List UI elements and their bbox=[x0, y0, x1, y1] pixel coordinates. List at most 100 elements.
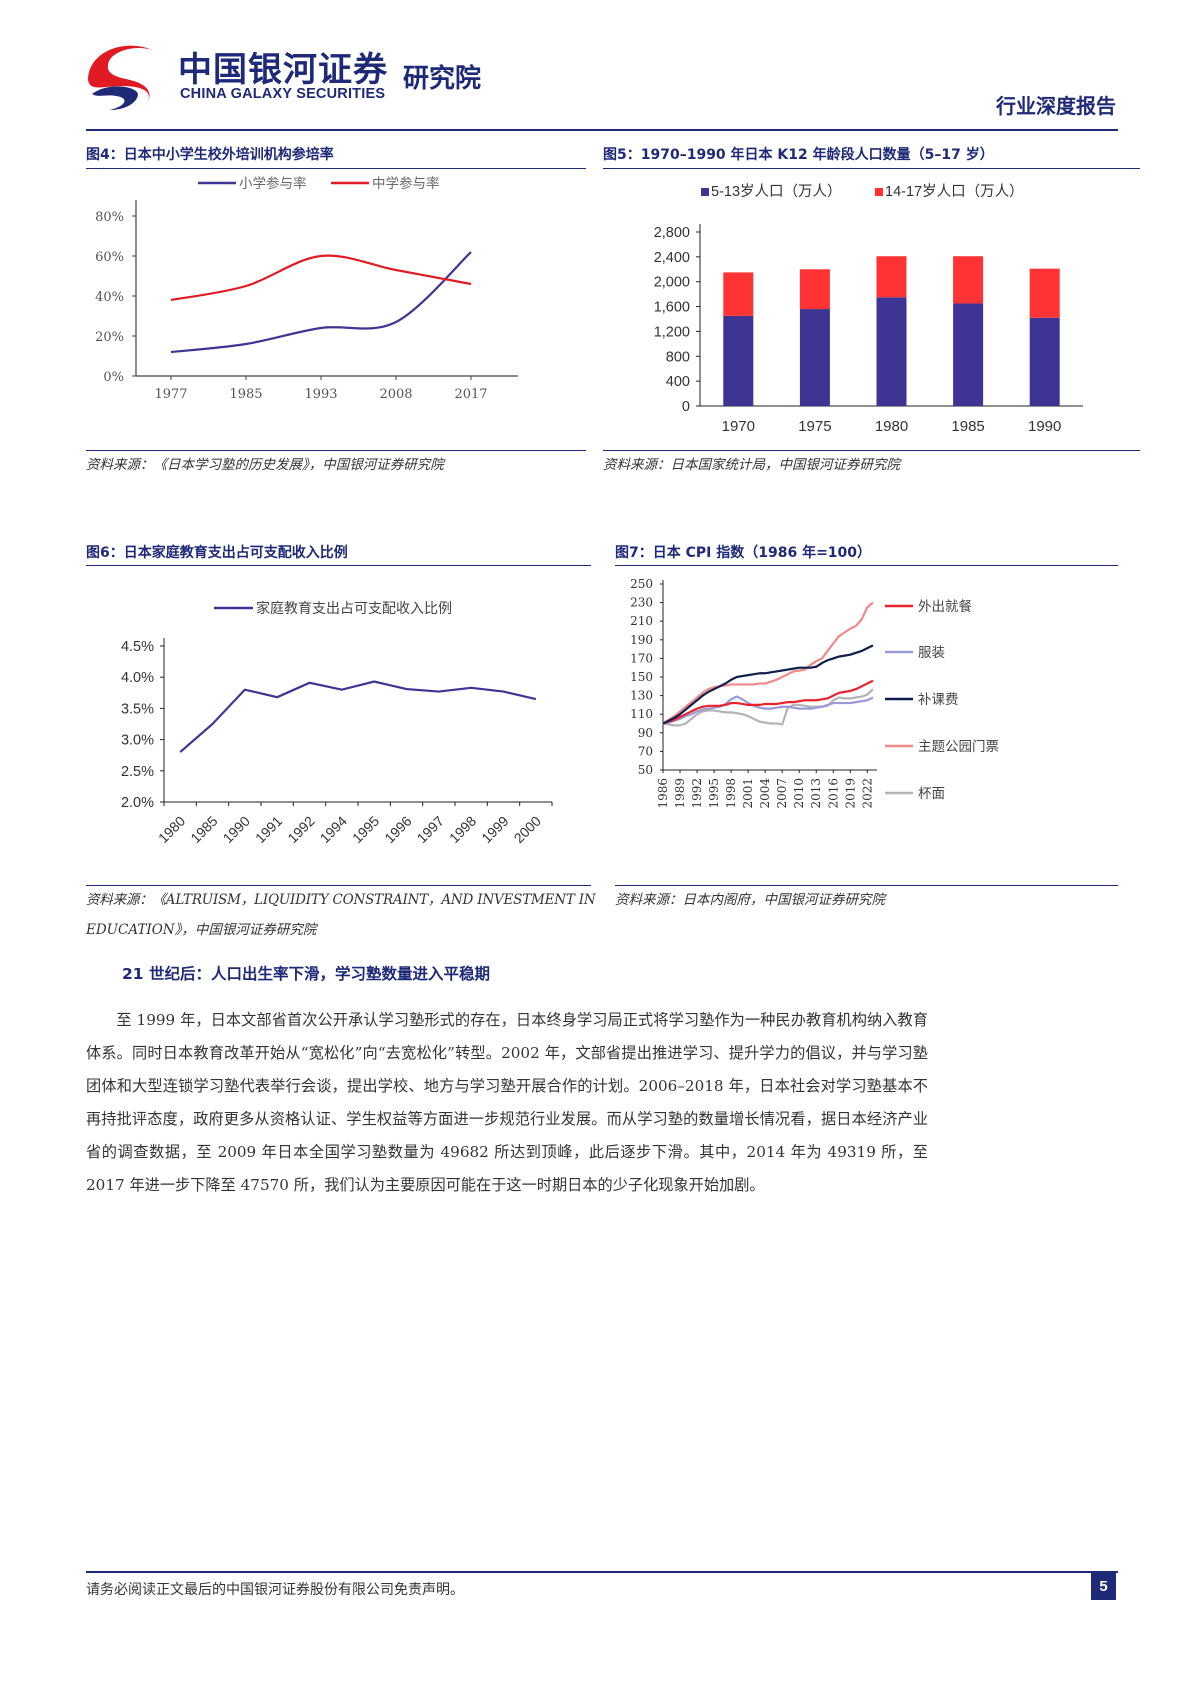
fig7-legend-label: 外出就餐 bbox=[918, 599, 972, 614]
fig7-series-line bbox=[662, 695, 874, 725]
header-rule bbox=[86, 129, 1118, 131]
fig7-legend-label: 服装 bbox=[918, 645, 945, 660]
fig5-legend-swatch bbox=[875, 188, 883, 196]
fig4-series-line bbox=[170, 251, 472, 354]
fig5-bar-segment bbox=[723, 272, 754, 316]
footer-rule bbox=[86, 1571, 1118, 1573]
fig4-x-tick-label: 2008 bbox=[379, 387, 412, 402]
fig4-y-tick-label: 40% bbox=[95, 290, 124, 305]
fig7-x-tick-label: 2001 bbox=[741, 778, 755, 809]
fig6-x-tick-label: 1996 bbox=[381, 813, 414, 846]
fig7-legend-label: 主题公园门票 bbox=[918, 739, 999, 754]
fig5-bar-segment bbox=[876, 297, 907, 406]
fig5-title-rule bbox=[603, 168, 1140, 169]
fig6-bottom-rule bbox=[86, 885, 591, 886]
fig5-y-tick-label: 2,400 bbox=[654, 250, 690, 266]
fig6-title: 图6：日本家庭教育支出占可支配收入比例 bbox=[86, 545, 348, 561]
fig6-chart: 家庭教育支出占可支配收入比例 2.0% 2.5% 3.0% 3.5% 4.0% 4.5% 1… bbox=[121, 600, 553, 846]
fig4-x-tick-label: 1993 bbox=[304, 387, 337, 402]
fig7-title-rule bbox=[615, 565, 1118, 566]
fig7-x-tick-label: 1989 bbox=[673, 778, 687, 809]
fig4-legend-label: 中学参与率 bbox=[372, 176, 440, 191]
fig6-x-tick-label: 1992 bbox=[284, 813, 317, 846]
fig7-y-tick-label: 250 bbox=[630, 577, 653, 591]
fig6-y-tick-label: 2.5% bbox=[121, 764, 154, 780]
fig7-legend-label: 杯面 bbox=[918, 786, 945, 801]
fig5-y-tick-label: 1,600 bbox=[654, 300, 690, 316]
section-paragraph: 至 1999 年，日本文部省首次公开承认学习塾形式的存在，日本终身学习局正式将学… bbox=[86, 1011, 928, 1194]
logo bbox=[82, 36, 164, 112]
fig5-title: 图5：1970–1990 年日本 K12 年龄段人口数量（5–17 岁） bbox=[603, 147, 994, 163]
fig4-legend-label: 小学参与率 bbox=[239, 176, 307, 191]
fig6-y-tick-label: 4.5% bbox=[121, 639, 154, 655]
fig7-series-line bbox=[662, 601, 874, 725]
fig5-y-tick-label: 800 bbox=[666, 349, 690, 365]
fig4-title: 图4：日本中小学生校外培训机构参培率 bbox=[86, 147, 334, 163]
fig7-y-tick-label: 90 bbox=[638, 726, 653, 740]
fig7-bottom-rule bbox=[615, 885, 1118, 886]
fig7-y-tick-label: 110 bbox=[630, 707, 653, 721]
fig5-x-tick-label: 1975 bbox=[798, 418, 831, 435]
fig7-x-tick-label: 2004 bbox=[758, 778, 772, 809]
fig7-x-tick-label: 2022 bbox=[860, 778, 874, 809]
fig5-bar-segment bbox=[1029, 317, 1060, 406]
fig6-y-tick-label: 2.0% bbox=[121, 795, 154, 811]
fig7-series-line bbox=[662, 688, 874, 727]
fig6-x-tick-label: 1997 bbox=[414, 813, 447, 846]
fig7-series-line bbox=[662, 679, 874, 725]
fig7-series-line bbox=[662, 644, 874, 725]
fig7-y-tick-label: 230 bbox=[630, 596, 653, 610]
fig7-title: 图7：日本 CPI 指数（1986 年=100） bbox=[615, 545, 872, 561]
institute-name: 研究院 bbox=[403, 64, 482, 94]
fig7-y-tick-label: 190 bbox=[630, 633, 653, 647]
fig6-y-tick-label: 4.0% bbox=[121, 670, 154, 686]
report-type: 行业深度报告 bbox=[996, 94, 1116, 118]
fig5-x-tick-label: 1990 bbox=[1028, 418, 1061, 435]
brand-name-cn: 中国银河证券 bbox=[178, 50, 388, 90]
fig6-legend-label: 家庭教育支出占可支配收入比例 bbox=[256, 600, 452, 616]
fig5-x-tick-label: 1985 bbox=[951, 418, 984, 435]
fig6-x-tick-label: 1991 bbox=[252, 813, 285, 846]
fig6-x-tick-label: 2000 bbox=[511, 813, 544, 846]
fig5-legend-label: 14-17岁人口（万人） bbox=[885, 183, 1024, 200]
fig6-y-tick-label: 3.5% bbox=[121, 701, 154, 717]
fig7-x-tick-label: 2013 bbox=[809, 778, 823, 809]
fig4-x-tick-label: 1985 bbox=[229, 387, 262, 402]
fig6-series-line bbox=[179, 680, 537, 753]
fig5-bar-segment bbox=[1029, 268, 1060, 318]
fig5-y-tick-label: 2,800 bbox=[654, 225, 690, 241]
fig6-x-tick-label: 1990 bbox=[220, 813, 253, 846]
fig5-bar-segment bbox=[723, 315, 754, 406]
fig6-title-rule bbox=[86, 565, 591, 566]
fig5-y-tick-label: 0 bbox=[682, 399, 690, 415]
fig7-x-tick-label: 1995 bbox=[707, 778, 721, 809]
fig5-x-tick-label: 1970 bbox=[722, 418, 755, 435]
galaxy-s-logo-icon bbox=[88, 45, 152, 110]
fig6-y-tick-label: 3.0% bbox=[121, 733, 154, 749]
fig5-y-tick-label: 1,200 bbox=[654, 324, 690, 340]
fig4-chart: 小学参与率 中学参与率 0% 20% 40% 60% 80% 1977 1985 1993 200… bbox=[95, 176, 518, 402]
fig6-x-tick-label: 1985 bbox=[187, 813, 220, 846]
fig6-x-tick-label: 1994 bbox=[317, 813, 350, 846]
fig7-x-tick-label: 2019 bbox=[843, 778, 857, 809]
fig6-source-line2: EDUCATION》，中国银河证券研究院 bbox=[86, 922, 317, 938]
fig5-bottom-rule bbox=[603, 450, 1140, 451]
fig5-y-tick-label: 400 bbox=[666, 374, 690, 390]
fig6-x-tick-label: 1999 bbox=[478, 813, 511, 846]
fig4-x-tick-label: 2017 bbox=[454, 387, 487, 402]
footer-disclaimer: 请务必阅读正文最后的中国银河证券股份有限公司免责声明。 bbox=[86, 1582, 464, 1598]
fig5-bar-segment bbox=[953, 303, 984, 406]
fig5-bar-segment bbox=[799, 269, 830, 310]
section-heading: 21 世纪后：人口出生率下滑，学习塾数量进入平稳期 bbox=[122, 965, 490, 983]
fig5-bar-segment bbox=[876, 256, 907, 298]
fig4-title-rule bbox=[86, 168, 586, 169]
fig4-y-tick-label: 0% bbox=[103, 370, 124, 385]
fig7-x-tick-label: 1986 bbox=[656, 778, 670, 809]
fig7-x-tick-label: 2007 bbox=[775, 778, 789, 809]
fig5-source: 资料来源：日本国家统计局，中国银河证券研究院 bbox=[603, 457, 900, 473]
fig5-bar-segment bbox=[953, 256, 984, 304]
fig7-y-tick-label: 130 bbox=[630, 689, 653, 703]
fig6-source-line1: 资料来源：《ALTRUISM，LIQUIDITY CONSTRAINT，AND … bbox=[86, 892, 596, 908]
fig5-y-tick-label: 2,000 bbox=[654, 275, 690, 291]
